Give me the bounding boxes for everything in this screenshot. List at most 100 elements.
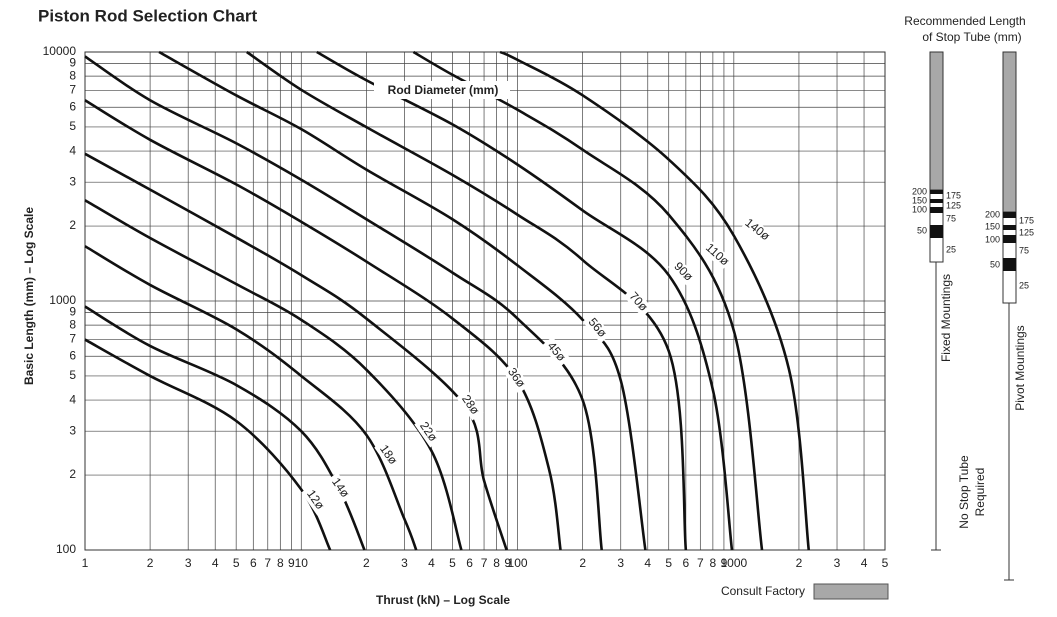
curve-label-bg — [668, 257, 698, 287]
x-tick-label: 2 — [363, 556, 370, 570]
y-tick-label: 8 — [69, 317, 76, 331]
x-tick-label: 100 — [508, 556, 528, 570]
band — [1003, 225, 1016, 230]
curve-label-bg — [301, 484, 329, 516]
x-tick-label: 10 — [295, 556, 309, 570]
x-tick-label: 8 — [493, 556, 500, 570]
x-tick-label: 3 — [834, 556, 841, 570]
x-tick-label: 3 — [617, 556, 624, 570]
stop-tube-tick: 200 — [985, 209, 1000, 219]
x-tick-label: 8 — [710, 556, 717, 570]
curve — [84, 99, 562, 551]
x-tick-label: 3 — [401, 556, 408, 570]
x-tick-label: 6 — [466, 556, 473, 570]
x-tick-label: 6 — [683, 556, 690, 570]
curve — [246, 50, 688, 551]
x-tick-label: 7 — [481, 556, 488, 570]
stop-tube-tick: 50 — [990, 259, 1000, 269]
x-tick-label: 5 — [449, 556, 456, 570]
stop-tube-tick: 175 — [1019, 215, 1034, 225]
y-tick-label: 2 — [69, 218, 76, 232]
stop-tube-tick: 100 — [985, 234, 1000, 244]
x-tick-label: 7 — [697, 556, 704, 570]
band — [1003, 212, 1016, 218]
pivot-bar — [1002, 51, 1017, 581]
curve-label-bg — [456, 389, 484, 421]
annotation: Rod Diameter (mm) — [388, 83, 499, 97]
band — [930, 190, 943, 194]
stop-tube-tick: 125 — [946, 200, 961, 210]
stop-tube-title: Recommended Length — [904, 14, 1025, 28]
curve — [84, 305, 366, 551]
no-stop-tube: Required — [973, 468, 987, 517]
x-tick-label: 3 — [185, 556, 192, 570]
x-tick-label: 6 — [250, 556, 257, 570]
y-tick-label: 3 — [69, 423, 76, 437]
stop-tube-tick: 200 — [912, 186, 927, 196]
curve-label: 28ø — [456, 389, 484, 421]
x-tick-label: 8 — [277, 556, 284, 570]
x-axis-label: Thrust (kN) – Log Scale — [376, 593, 510, 607]
y-tick-label: 9 — [69, 56, 76, 70]
stop-tube-ticks: 2001501005017512575252001501005017512575… — [912, 186, 1034, 290]
curve-label-bg — [582, 312, 612, 344]
legend-label: Consult Factory — [721, 584, 805, 598]
plot-frame — [84, 51, 886, 551]
stop-tube-tick: 25 — [1019, 280, 1029, 290]
stop-tube-tick: 100 — [912, 204, 927, 214]
consult-zone — [1002, 51, 1017, 213]
y-axis-label: Basic Length (mm) – Log Scale — [22, 207, 36, 385]
stop-tube-tick: 75 — [946, 213, 956, 223]
x-tick-label: 2 — [147, 556, 154, 570]
curve-label: 56ø — [582, 312, 612, 344]
curve — [499, 50, 811, 551]
y-tick-label: 6 — [69, 348, 76, 362]
x-tick-label: 7 — [264, 556, 271, 570]
y-tick-label: 4 — [69, 392, 76, 406]
fixed-bar — [929, 51, 944, 551]
curve — [84, 152, 508, 551]
x-tick-label: 4 — [644, 556, 651, 570]
y-tick-label: 100 — [56, 542, 76, 556]
stop-tube-tick: 125 — [1019, 227, 1034, 237]
curve-label: 140ø — [741, 215, 773, 245]
stop-tube-tick: 75 — [1019, 245, 1029, 255]
curve-label-bg — [374, 439, 402, 471]
consult-zone — [929, 51, 944, 191]
curve — [158, 50, 647, 551]
y-tick-label: 7 — [69, 332, 76, 346]
x-tick-label: 5 — [233, 556, 240, 570]
chart-title: Piston Rod Selection Chart — [38, 6, 257, 25]
stop-tube-tick: 50 — [917, 225, 927, 235]
x-tick-label: 4 — [861, 556, 868, 570]
curve-label-bg — [541, 336, 571, 368]
y-tick-label: 7 — [69, 83, 76, 97]
curve — [84, 55, 604, 551]
curve-label-bg — [414, 416, 442, 448]
band — [1003, 235, 1016, 243]
curve-label-bg — [326, 472, 354, 504]
y-tick-label: 5 — [69, 119, 76, 133]
stop-tube-tick: 150 — [985, 221, 1000, 231]
fixed-label: Fixed Mountings — [939, 274, 953, 362]
y-tick-label: 9 — [69, 305, 76, 319]
curve-label-bg — [701, 240, 733, 270]
curve-label: 14ø — [326, 472, 354, 504]
curve-label: 45ø — [541, 336, 571, 368]
x-tick-label: 9 — [721, 556, 728, 570]
pivot-label: Pivot Mountings — [1013, 325, 1027, 410]
x-tick-label: 2 — [579, 556, 586, 570]
x-tick-label: 4 — [212, 556, 219, 570]
band — [930, 225, 943, 238]
y-tick-label: 2 — [69, 467, 76, 481]
band — [930, 207, 943, 213]
y-tick-label: 1000 — [49, 293, 76, 307]
y-tick-label: 4 — [69, 143, 76, 157]
band — [1003, 258, 1016, 271]
curve-label-bg — [502, 362, 530, 394]
stop-tube-title: of Stop Tube (mm) — [922, 30, 1021, 44]
x-tick-label: 9 — [504, 556, 511, 570]
x-tick-label: 1000 — [720, 556, 747, 570]
